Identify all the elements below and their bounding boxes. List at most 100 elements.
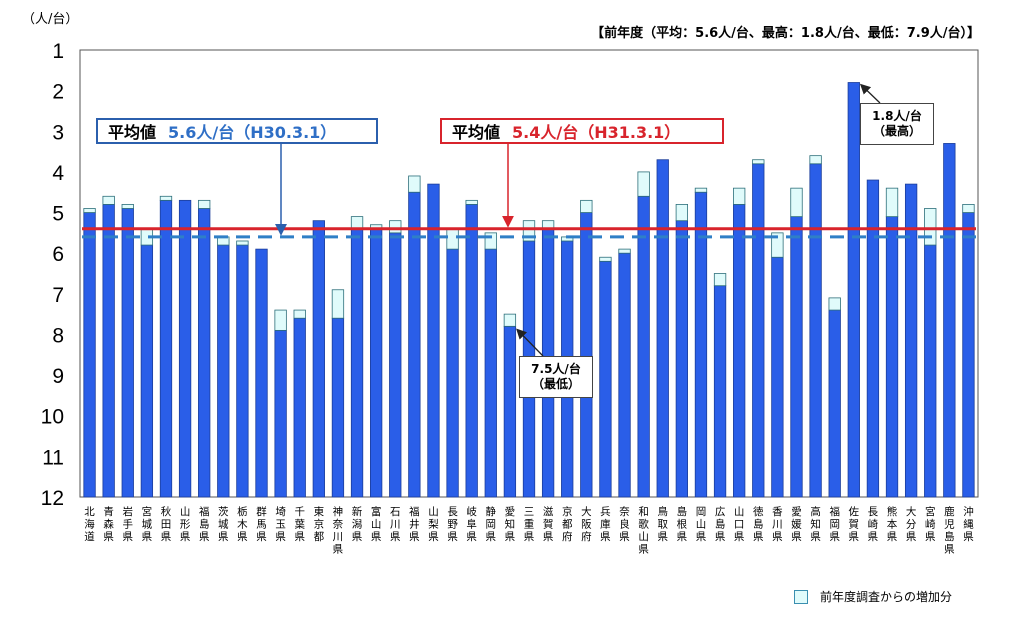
x-tick-label: 長 xyxy=(868,506,879,518)
x-tick-label: 奈 xyxy=(619,505,630,518)
previous-average-value: 5.6人/台（H30.3.1） xyxy=(168,123,337,142)
x-tick-label: 森 xyxy=(103,518,114,531)
bar xyxy=(599,260,612,498)
x-tick-label: 県 xyxy=(352,531,363,543)
x-tick-label: 京 xyxy=(562,505,573,518)
x-tick-label: 阪 xyxy=(581,518,592,531)
x-tick-label: 岡 xyxy=(829,519,840,531)
x-tick-label: 城 xyxy=(142,519,153,531)
x-tick-label: 県 xyxy=(390,531,401,543)
bar xyxy=(484,248,497,498)
bar xyxy=(446,248,459,498)
x-tick-label: 石 xyxy=(390,506,401,518)
increase-segment xyxy=(236,240,249,246)
y-tick-label: 9 xyxy=(52,365,64,388)
x-tick-label: 歌 xyxy=(638,518,649,531)
increase-segment xyxy=(293,309,306,319)
y-tick-label: 12 xyxy=(41,487,64,510)
x-tick-label: 県 xyxy=(218,531,229,543)
legend-increase-label: 前年度調査からの増加分 xyxy=(820,590,953,604)
y-tick-label: 2 xyxy=(52,81,64,104)
current-average-label: 平均値 xyxy=(452,123,501,142)
bar xyxy=(713,285,727,498)
x-tick-label: 県 xyxy=(677,531,688,543)
x-tick-label: 熊 xyxy=(887,505,898,518)
increase-segment xyxy=(771,232,784,258)
x-tick-label: 重 xyxy=(524,518,535,531)
bar xyxy=(178,199,192,498)
x-tick-label: 千 xyxy=(294,506,305,518)
x-tick-label: 県 xyxy=(944,544,955,556)
x-tick-label: 兵 xyxy=(600,505,611,518)
x-tick-label: 山 xyxy=(696,519,707,531)
bar xyxy=(962,212,975,498)
increase-segment xyxy=(102,195,115,205)
x-tick-label: 川 xyxy=(390,519,401,531)
x-tick-label: 知 xyxy=(810,518,821,531)
x-tick-label: 分 xyxy=(906,519,917,531)
y-tick-label: 6 xyxy=(52,243,64,266)
bar xyxy=(866,179,880,498)
previous-year-note: 【前年度（平均：5.6人/台、最高：1.8人/台、最低：7.9人/台）】 xyxy=(591,26,980,41)
x-tick-label: 広 xyxy=(715,505,726,518)
x-tick-label: 県 xyxy=(447,531,458,543)
increase-segment xyxy=(580,199,593,213)
y-tick-label: 7 xyxy=(52,284,64,307)
x-tick-label: 都 xyxy=(314,531,325,543)
x-tick-label: 鹿 xyxy=(944,505,955,518)
max-annotation-caption: （最高） xyxy=(872,124,921,138)
x-tick-label: 岡 xyxy=(486,519,497,531)
min-annotation: 7.5人/台 （最低） xyxy=(519,356,593,398)
increase-segment xyxy=(885,187,899,218)
bar xyxy=(427,183,440,498)
x-tick-label: 県 xyxy=(294,531,305,543)
x-tick-label: 岩 xyxy=(123,505,134,518)
x-tick-label: 県 xyxy=(925,531,936,543)
y-axis-unit-label: （人/台） xyxy=(22,12,79,27)
x-tick-label: 形 xyxy=(180,519,191,531)
x-tick-label: 神 xyxy=(333,505,344,518)
bar xyxy=(83,212,96,498)
bar xyxy=(752,163,765,498)
x-tick-label: 媛 xyxy=(791,518,802,531)
x-tick-label: 県 xyxy=(371,531,382,543)
legend: 前年度調査からの増加分 xyxy=(794,588,952,605)
y-tick-label: 8 xyxy=(52,324,64,347)
increase-segment xyxy=(752,159,765,165)
x-tick-label: 京 xyxy=(314,518,325,531)
x-tick-label: 長 xyxy=(447,506,458,518)
x-tick-label: 岐 xyxy=(466,505,477,518)
bar xyxy=(312,220,325,498)
y-tick-label: 3 xyxy=(52,121,64,144)
x-tick-label: 山 xyxy=(428,506,439,518)
x-tick-label: 福 xyxy=(829,505,840,518)
increase-segment xyxy=(159,195,173,201)
x-tick-label: 賀 xyxy=(849,519,860,531)
increase-segment xyxy=(198,199,211,209)
x-tick-label: 野 xyxy=(447,519,458,531)
x-tick-label: 埼 xyxy=(275,505,286,518)
increase-segment xyxy=(599,256,612,262)
x-tick-label: 愛 xyxy=(791,505,802,518)
bar xyxy=(885,216,899,498)
x-tick-label: 県 xyxy=(142,531,153,543)
x-tick-label: 根 xyxy=(677,518,688,531)
x-tick-label: 奈 xyxy=(333,518,344,531)
x-tick-label: 秋 xyxy=(161,505,172,518)
x-tick-label: 葉 xyxy=(294,518,305,531)
x-tick-label: 阜 xyxy=(466,518,477,531)
bar xyxy=(675,220,689,498)
x-tick-label: 沖 xyxy=(963,505,974,518)
x-tick-label: 三 xyxy=(524,506,535,518)
bar xyxy=(904,183,918,498)
x-tick-label: 田 xyxy=(161,519,172,531)
x-tick-label: 県 xyxy=(543,531,554,543)
x-tick-label: 山 xyxy=(371,519,382,531)
x-tick-label: 島 xyxy=(715,518,726,531)
bar xyxy=(790,216,803,498)
x-tick-label: 県 xyxy=(256,531,267,543)
x-tick-label: 崎 xyxy=(925,518,936,531)
x-tick-label: 知 xyxy=(505,518,516,531)
increase-segment xyxy=(83,208,96,213)
increase-segment xyxy=(924,208,937,246)
